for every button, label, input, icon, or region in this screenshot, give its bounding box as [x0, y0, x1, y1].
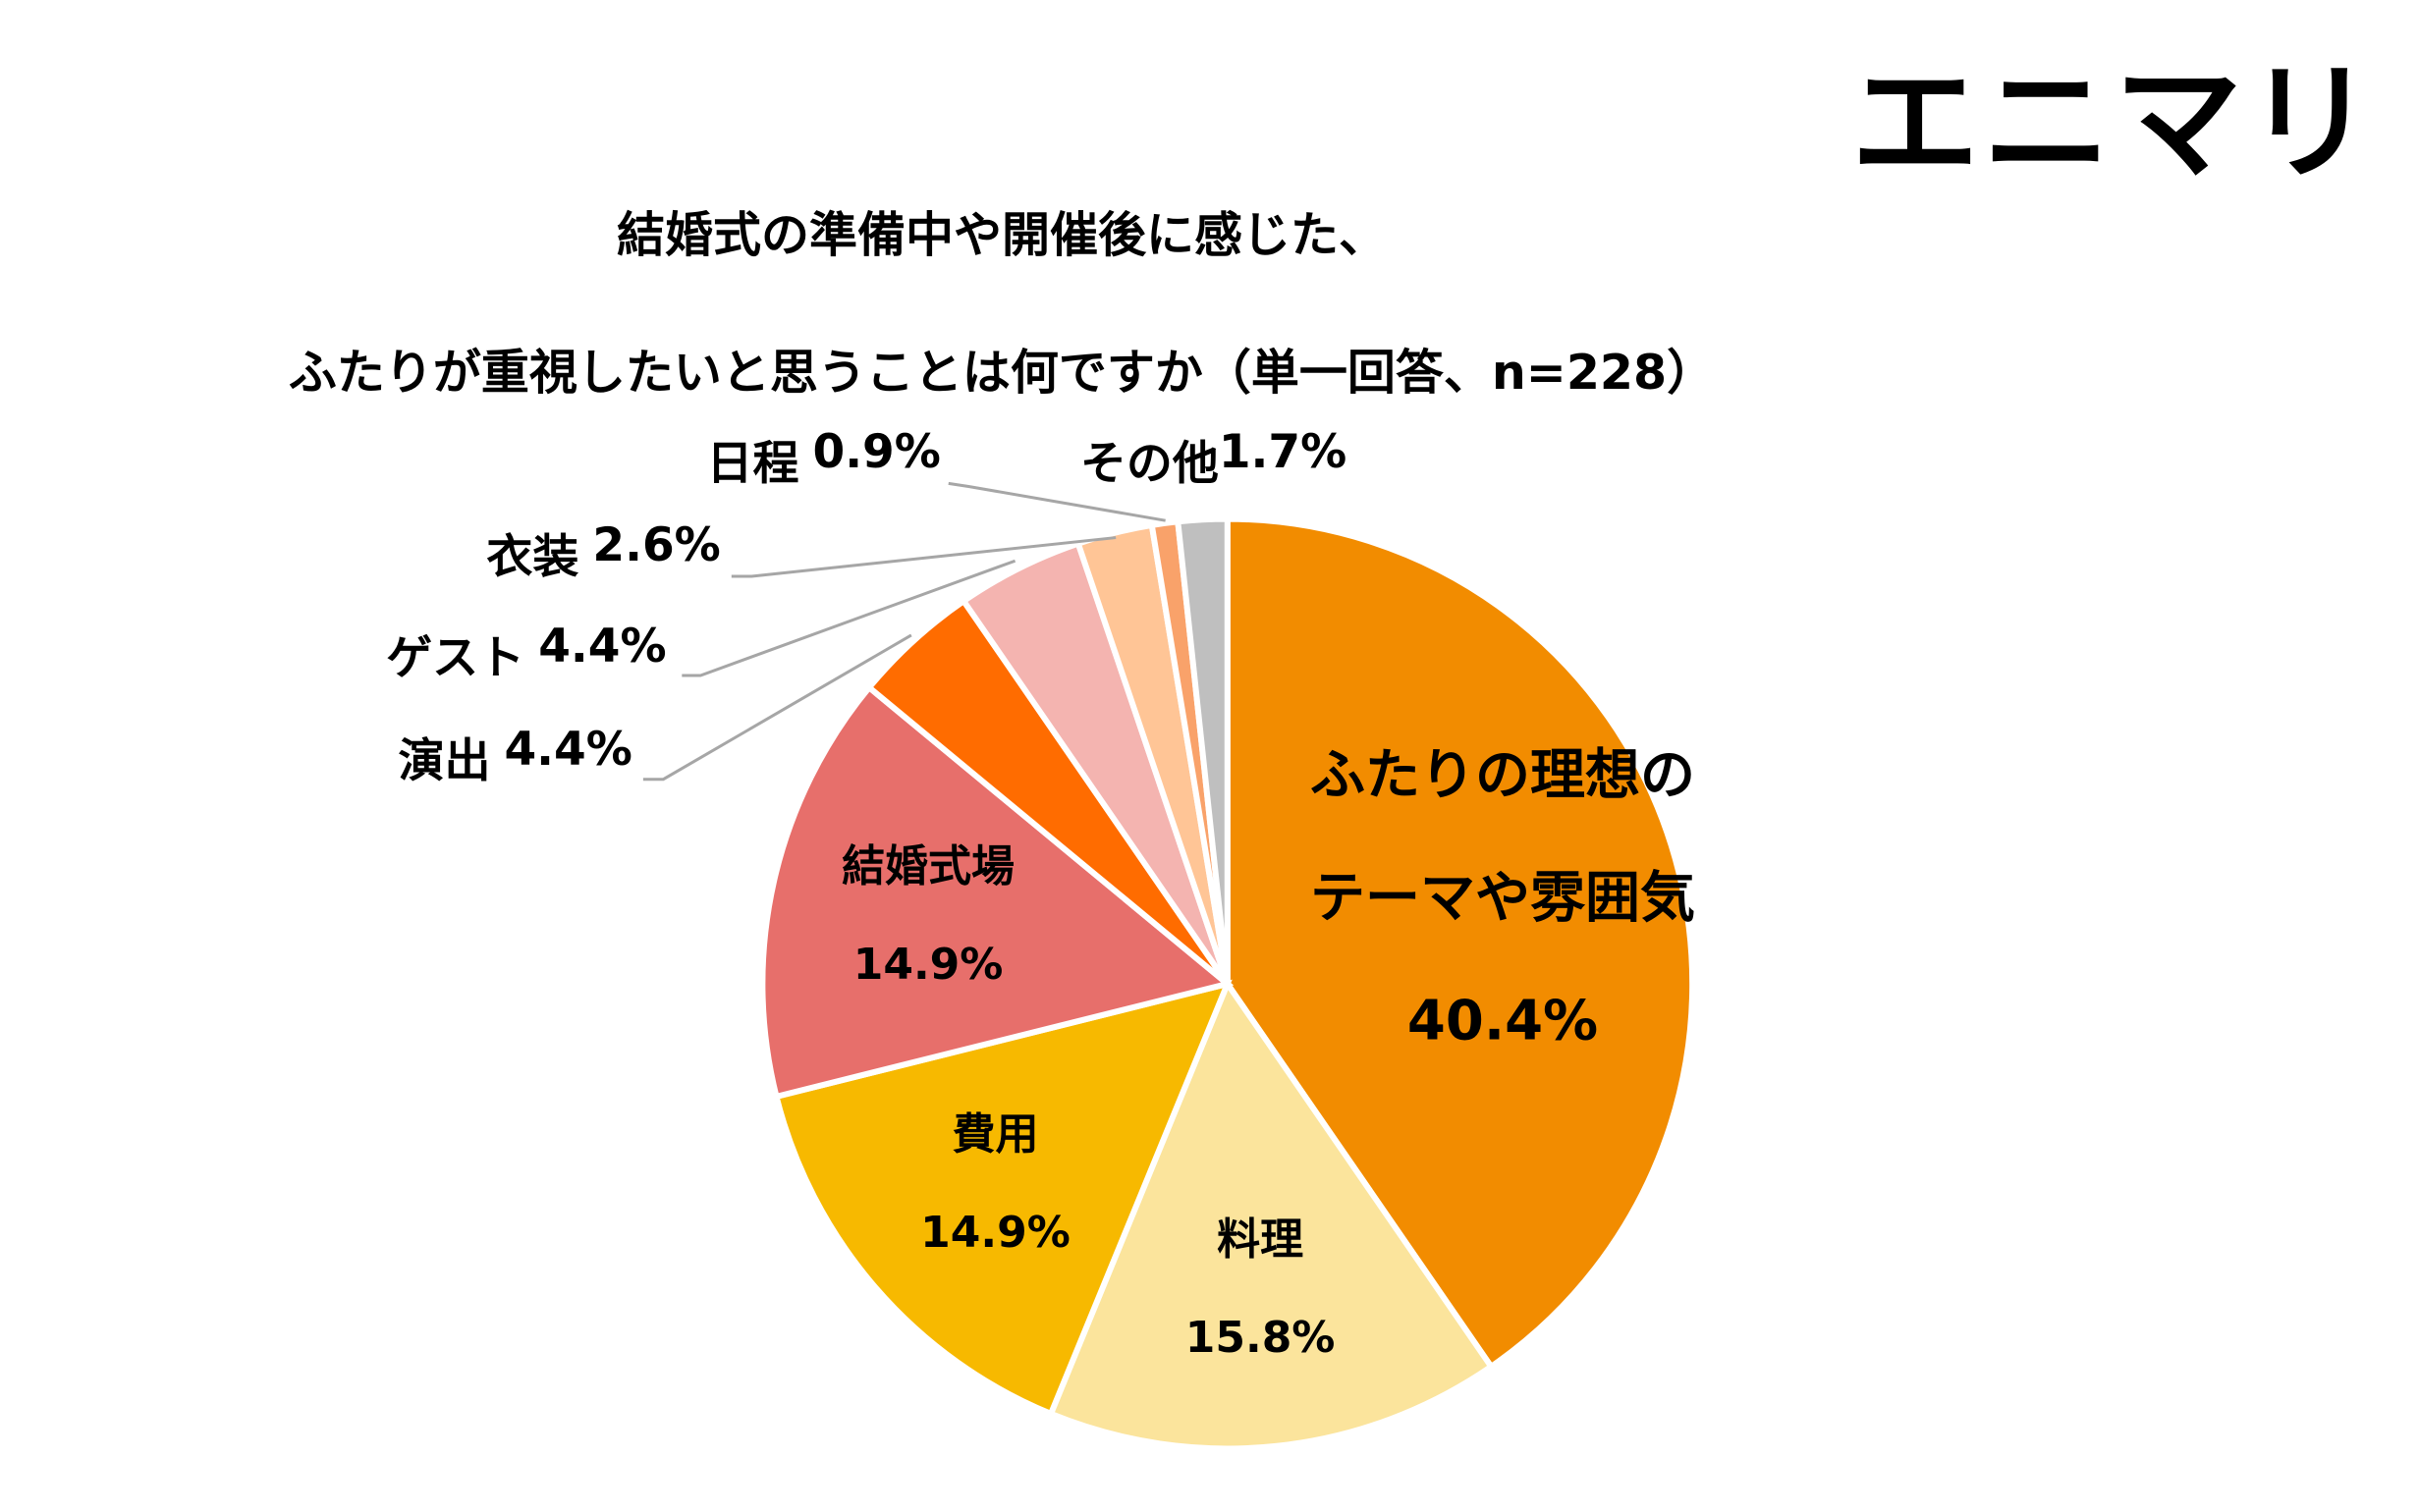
category-label: 結婚式場: [842, 840, 1016, 891]
value-label: 2.6%: [592, 518, 721, 573]
pie-slice: [1224, 515, 1696, 1372]
leader-line: [948, 481, 1166, 522]
value-label: 15.8%: [1184, 1312, 1336, 1363]
pie-slice: [759, 683, 1235, 1101]
value-label: 40.4%: [1406, 989, 1599, 1053]
category-label: 演出: [398, 734, 491, 789]
pie-slice: [1047, 977, 1496, 1452]
category-label: その他: [1079, 437, 1219, 492]
value-label: 14.9%: [920, 1208, 1071, 1259]
chart-title: 結婚式の準備中や開催後に感じた、 ふたりが重視したいと思うことは何ですか（単一回…: [288, 207, 1716, 401]
value-label: 14.9%: [852, 939, 1004, 990]
category-label: 日程: [706, 437, 799, 492]
category-label: ゲスト: [386, 630, 525, 685]
slice-label: 衣装 2.6%: [486, 518, 720, 586]
slice-label: 日程 0.9%: [707, 425, 941, 493]
slice-label: ふたりの理想の テーマや雰囲気 40.4%: [1310, 714, 1695, 1082]
pie-slice: [1175, 515, 1231, 985]
value-label: 0.9%: [812, 425, 941, 480]
slice-label: その他 1.7%: [1080, 425, 1346, 493]
category-label: ふたりの理想の テーマや雰囲気: [1310, 743, 1696, 931]
category-label: 衣装: [486, 530, 579, 585]
value-label: 4.4%: [504, 723, 632, 778]
slice-label: ゲスト 4.4%: [386, 620, 666, 687]
slice-label: 演出 4.4%: [398, 723, 632, 790]
pie-slice: [772, 979, 1233, 1418]
value-label: 4.4%: [538, 619, 667, 674]
category-label: 料理: [1217, 1214, 1304, 1265]
slice-label: 費用 14.9%: [920, 1086, 1071, 1282]
category-label: 費用: [952, 1109, 1039, 1161]
value-label: 1.7%: [1218, 425, 1347, 480]
leader-line: [642, 633, 912, 782]
slice-label: 結婚式場 14.9%: [842, 818, 1015, 1014]
leader-line: [682, 559, 1016, 677]
logo: エニマリ: [1850, 48, 2378, 197]
slice-label: 料理 15.8%: [1185, 1191, 1336, 1387]
leader-line: [731, 536, 1117, 578]
